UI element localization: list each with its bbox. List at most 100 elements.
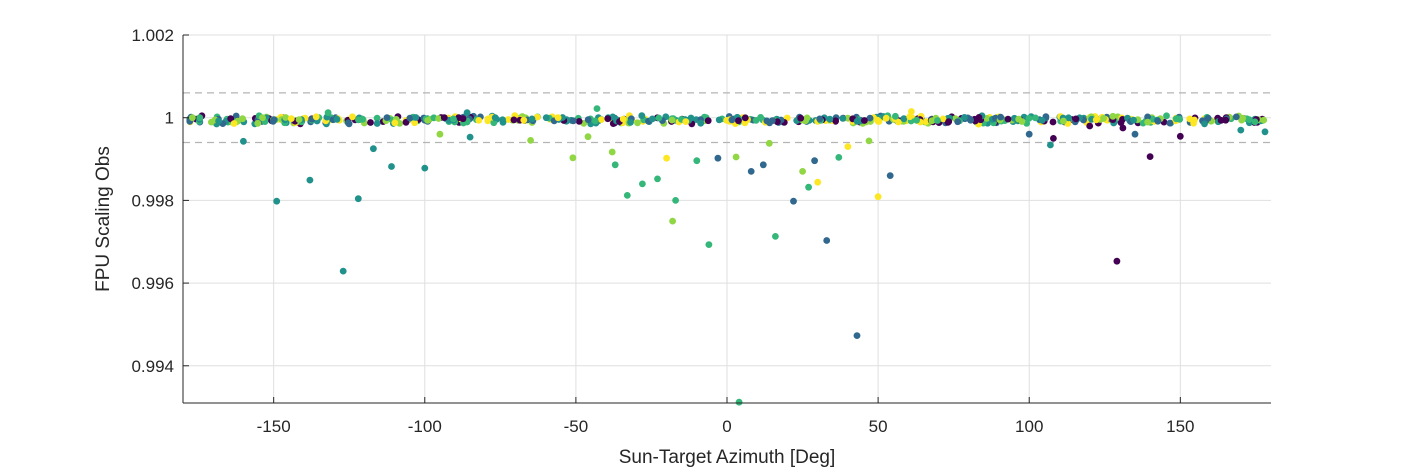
data-point — [459, 115, 467, 123]
data-point — [1144, 118, 1152, 126]
data-point — [668, 116, 676, 124]
data-point — [406, 114, 414, 122]
data-point — [1172, 115, 1180, 123]
data-point — [344, 119, 352, 127]
data-point — [1176, 132, 1184, 140]
data-point — [961, 114, 968, 121]
data-point — [672, 197, 679, 204]
data-point — [886, 172, 894, 180]
data-point — [1060, 117, 1067, 125]
y-tick-labels: 0.994 0.996 0.998 1 1.002 — [131, 26, 174, 376]
data-point — [823, 237, 831, 244]
data-point — [527, 137, 534, 144]
data-point — [1086, 122, 1094, 130]
data-point — [1004, 115, 1012, 123]
data-point — [765, 139, 773, 147]
data-point — [1025, 130, 1033, 138]
data-point — [1038, 117, 1046, 124]
data-point — [1130, 116, 1137, 124]
data-point — [584, 116, 592, 124]
data-point — [704, 117, 712, 125]
data-point — [844, 143, 852, 151]
data-point — [421, 164, 429, 172]
data-point — [295, 116, 303, 123]
data-point — [269, 117, 277, 125]
data-point — [554, 114, 562, 122]
y-tick-label: 0.994 — [131, 357, 174, 376]
data-point — [1113, 257, 1121, 265]
data-point — [763, 117, 771, 125]
x-tick-label: -150 — [257, 417, 291, 436]
data-point — [466, 133, 474, 141]
data-point — [230, 120, 238, 127]
data-point — [1201, 120, 1208, 128]
data-point — [814, 178, 822, 186]
data-point — [604, 115, 612, 123]
y-tick-label: 0.996 — [131, 274, 174, 293]
data-point — [424, 117, 432, 124]
data-point — [339, 267, 347, 275]
data-point — [597, 116, 605, 123]
data-points — [186, 105, 1269, 406]
data-point — [997, 113, 1004, 121]
data-point — [189, 114, 196, 122]
data-point — [714, 154, 722, 162]
data-point — [735, 398, 743, 406]
data-point — [436, 130, 444, 138]
data-point — [1190, 119, 1197, 127]
data-point — [215, 117, 223, 125]
data-point — [333, 115, 341, 123]
data-point — [663, 154, 670, 162]
data-point — [1109, 112, 1117, 120]
data-point — [1072, 115, 1080, 123]
data-point — [1166, 119, 1174, 127]
data-point — [611, 161, 619, 169]
data-point — [1260, 116, 1268, 124]
data-point — [865, 137, 873, 145]
data-point — [967, 116, 974, 124]
data-point — [349, 113, 356, 121]
data-point — [975, 114, 983, 121]
x-tick-label: 50 — [869, 417, 888, 436]
data-point — [232, 112, 240, 120]
data-point — [732, 153, 740, 161]
data-point — [906, 113, 914, 121]
data-point — [1163, 112, 1170, 120]
data-point — [682, 118, 690, 125]
data-point — [723, 117, 730, 124]
data-point — [273, 197, 281, 205]
x-tick-label: 0 — [722, 417, 731, 436]
reference-lines — [183, 92, 1271, 144]
y-tick-label: 1 — [165, 109, 174, 128]
data-point — [1245, 116, 1253, 123]
data-point — [208, 118, 215, 126]
data-point — [772, 233, 779, 240]
data-point — [1049, 118, 1057, 126]
data-point — [1119, 124, 1127, 132]
data-point — [370, 145, 377, 153]
data-point — [1025, 114, 1033, 122]
data-point — [324, 109, 332, 117]
data-point — [591, 117, 599, 125]
data-point — [735, 117, 742, 125]
data-point — [542, 114, 550, 122]
data-point — [839, 115, 847, 122]
y-axis-title: FPU Scaling Obs — [93, 146, 114, 292]
data-point — [1238, 116, 1245, 124]
data-point — [1146, 153, 1154, 161]
data-point — [900, 115, 908, 123]
data-point — [654, 175, 661, 183]
data-point — [1232, 113, 1240, 121]
x-tick-labels: -150 -100 -50 0 50 100 150 — [257, 417, 1195, 436]
data-point — [697, 119, 705, 127]
data-point — [1131, 130, 1139, 138]
x-axis-title: Sun-Target Azimuth [Deg] — [619, 447, 836, 468]
data-point — [619, 115, 627, 123]
data-point — [475, 117, 483, 124]
data-point — [584, 133, 592, 141]
data-point — [627, 119, 634, 126]
data-point — [954, 118, 962, 126]
data-point — [1050, 135, 1057, 142]
data-point — [1251, 118, 1259, 126]
x-tick-label: -100 — [408, 417, 442, 436]
